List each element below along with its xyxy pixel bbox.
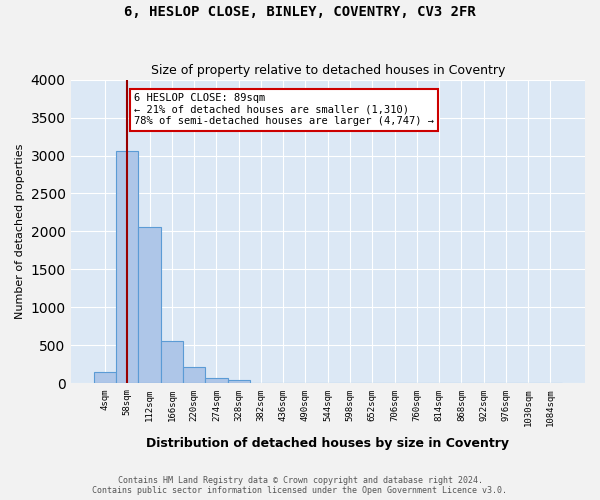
Bar xyxy=(227,380,250,384)
Bar xyxy=(139,227,161,384)
Text: 6, HESLOP CLOSE, BINLEY, COVENTRY, CV3 2FR: 6, HESLOP CLOSE, BINLEY, COVENTRY, CV3 2… xyxy=(124,5,476,19)
Bar xyxy=(94,372,116,384)
Title: Size of property relative to detached houses in Coventry: Size of property relative to detached ho… xyxy=(151,64,505,77)
Bar xyxy=(183,366,205,384)
Bar xyxy=(116,151,139,384)
Bar xyxy=(205,378,227,384)
Bar xyxy=(161,341,183,384)
Text: Contains HM Land Registry data © Crown copyright and database right 2024.
Contai: Contains HM Land Registry data © Crown c… xyxy=(92,476,508,495)
X-axis label: Distribution of detached houses by size in Coventry: Distribution of detached houses by size … xyxy=(146,437,509,450)
Text: 6 HESLOP CLOSE: 89sqm
← 21% of detached houses are smaller (1,310)
78% of semi-d: 6 HESLOP CLOSE: 89sqm ← 21% of detached … xyxy=(134,93,434,126)
Y-axis label: Number of detached properties: Number of detached properties xyxy=(15,144,25,319)
